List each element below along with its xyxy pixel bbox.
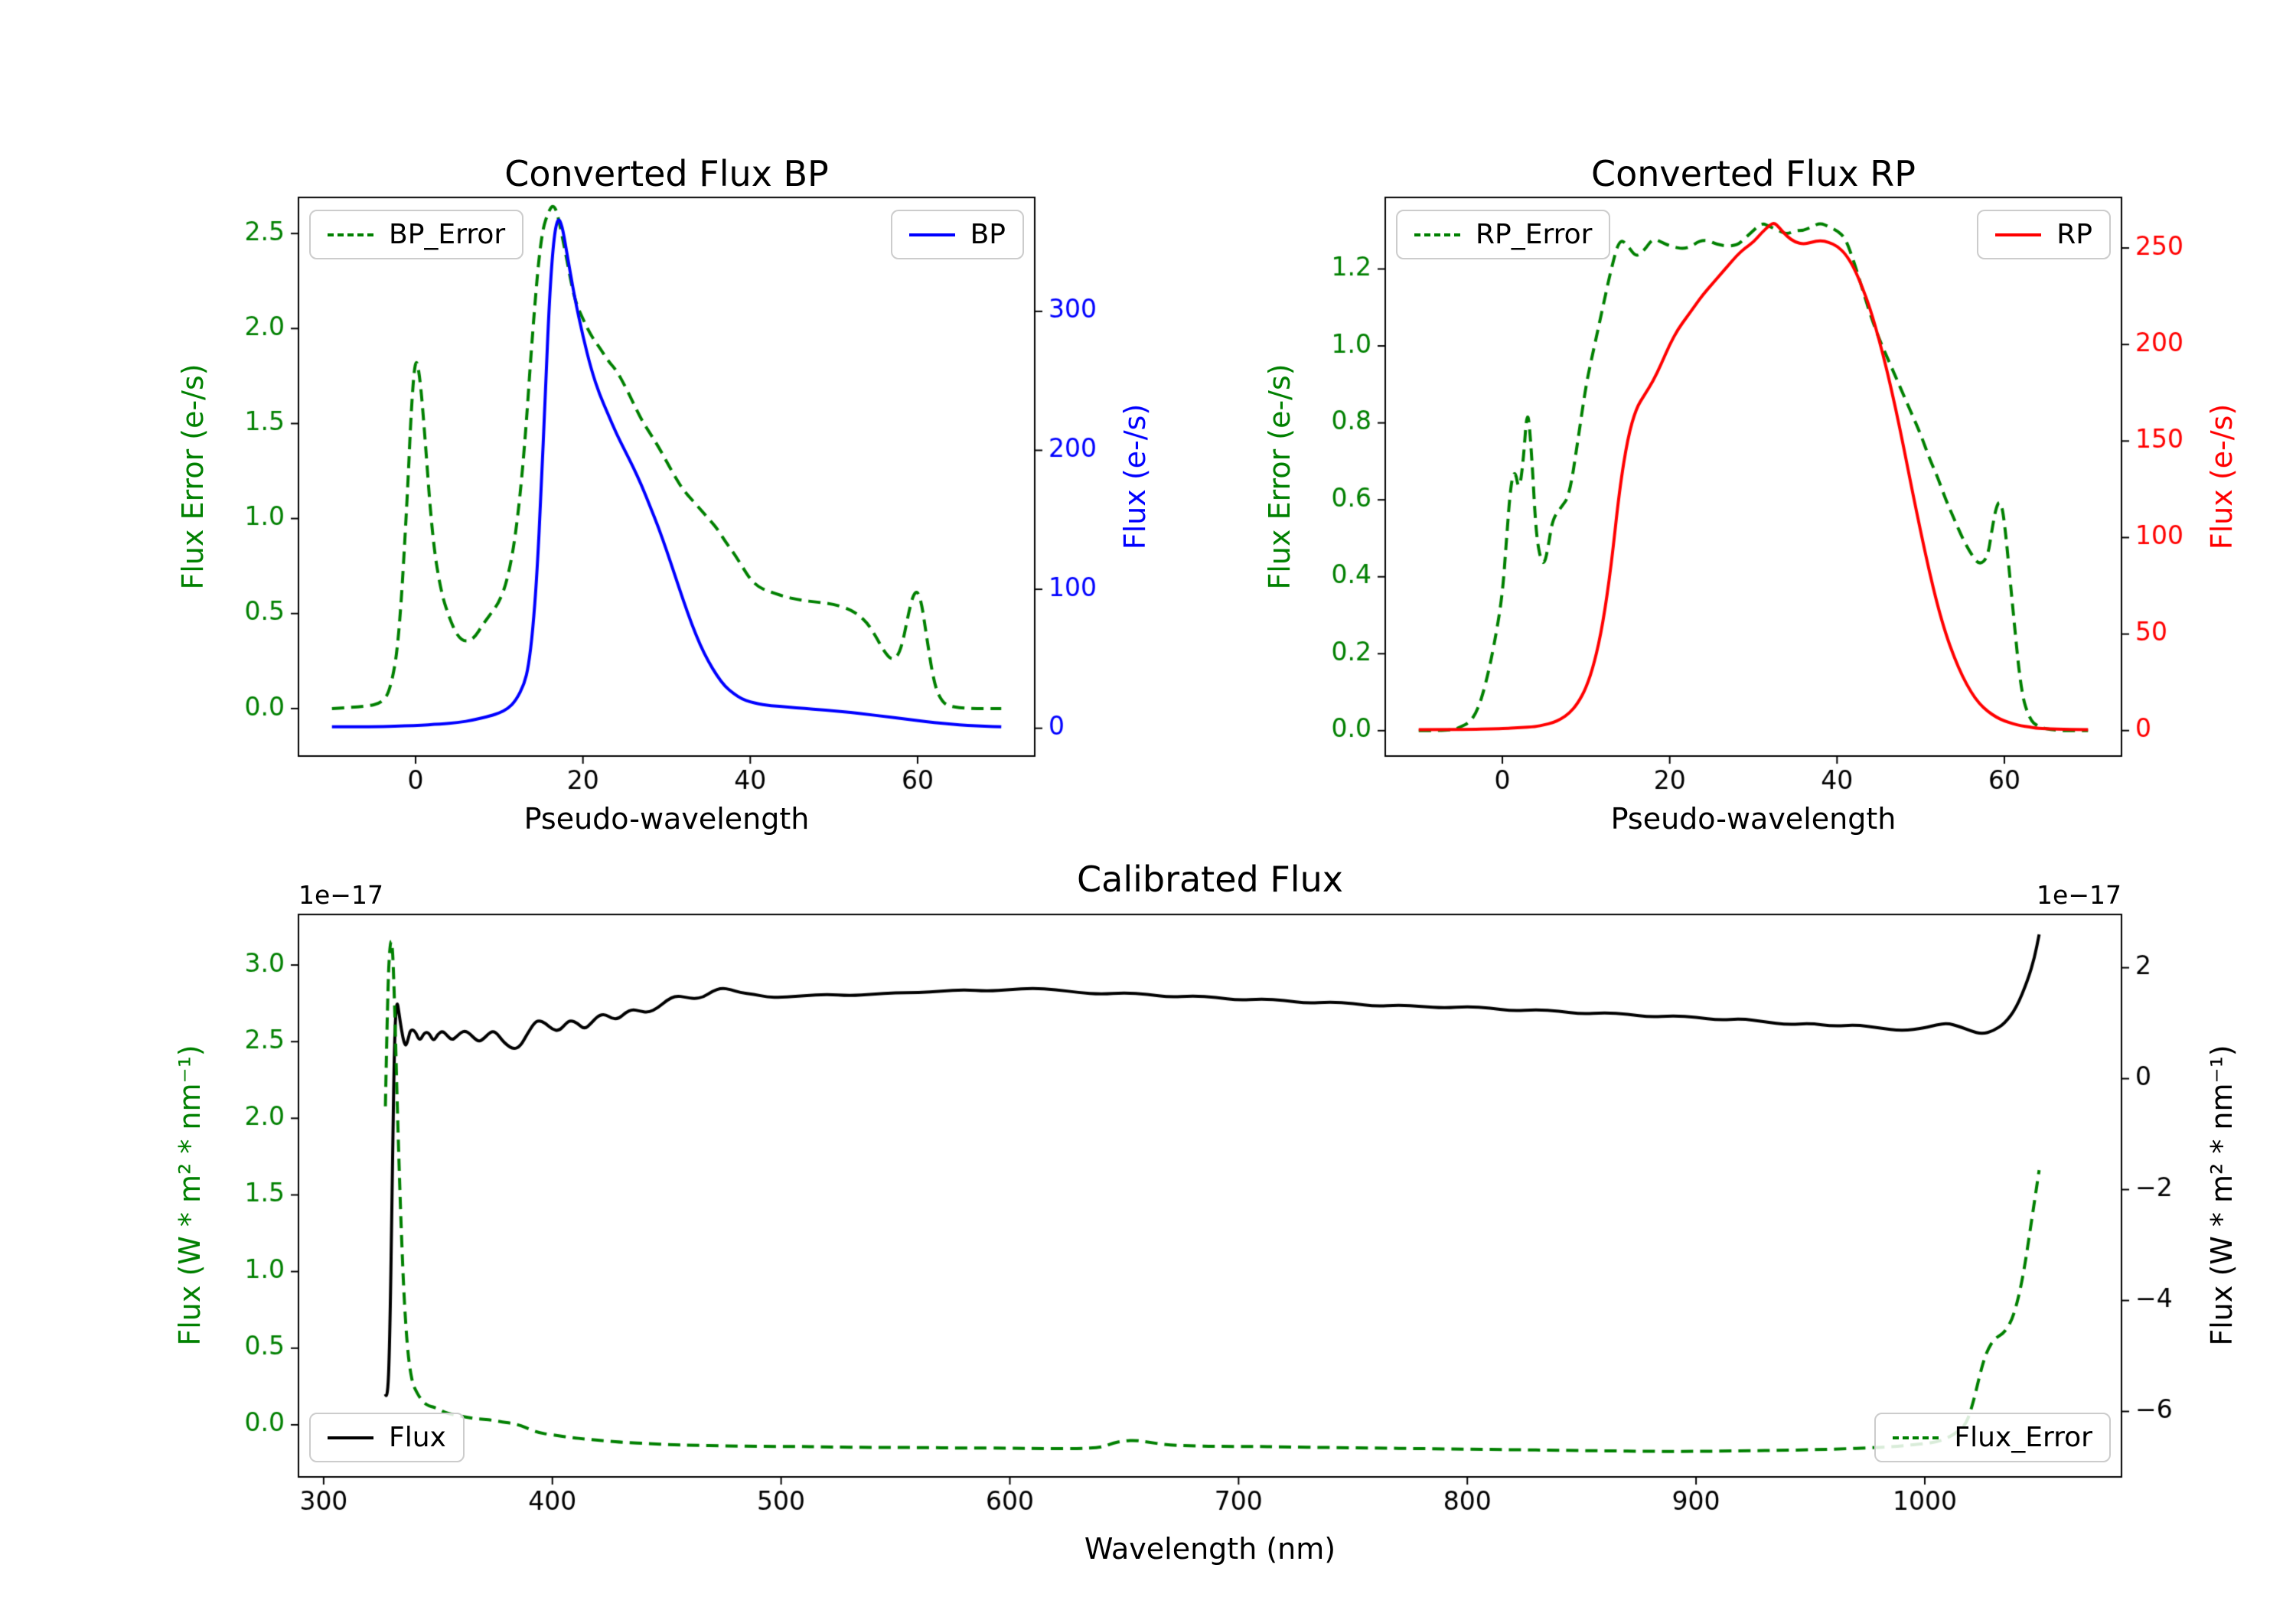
- legend-rp-error-line-sample: [1414, 233, 1460, 236]
- legend-flux-error-line-sample: [1893, 1436, 1939, 1439]
- legend-flux-error: Flux_Error: [1874, 1413, 2111, 1462]
- legend-bp: BP: [890, 210, 1024, 259]
- legend-rp-error-label: RP_Error: [1476, 219, 1593, 250]
- chart-calibrated-offset-right: 1e−17: [2037, 880, 2122, 910]
- chart-calibrated-title: Calibrated Flux: [1077, 859, 1343, 900]
- legend-rp-error: RP_Error: [1396, 210, 1611, 259]
- chart-calibrated-ylabel-left: Flux (W * m² * nm⁻¹): [173, 1045, 207, 1346]
- legend-flux-line-sample: [328, 1436, 373, 1439]
- legend-rp-line-sample: [1995, 233, 2042, 236]
- chart-rp-title: Converted Flux RP: [1591, 153, 1916, 194]
- chart-rp-canvas: [1278, 182, 2235, 825]
- legend-bp-error: BP_Error: [309, 210, 524, 259]
- chart-rp-ylabel-right: Flux (e-/s): [2205, 403, 2239, 550]
- chart-rp-ylabel-left: Flux Error (e-/s): [1263, 363, 1296, 590]
- chart-calibrated-offset-left: 1e−17: [298, 880, 383, 910]
- chart-bp-canvas: [191, 182, 1148, 825]
- legend-bp-line-sample: [908, 233, 955, 236]
- legend-bp-error-line-sample: [328, 233, 373, 236]
- chart-rp-xlabel: Pseudo-wavelength: [1610, 802, 1896, 836]
- legend-bp-error-label: BP_Error: [389, 219, 506, 250]
- legend-rp-label: RP: [2056, 219, 2092, 250]
- chart-bp-xlabel: Pseudo-wavelength: [523, 802, 810, 836]
- legend-bp-label: BP: [970, 219, 1006, 250]
- chart-calibrated-xlabel: Wavelength (nm): [1084, 1532, 1336, 1566]
- chart-bp-ylabel-right: Flux (e-/s): [1118, 403, 1152, 550]
- chart-bp-title: Converted Flux BP: [504, 153, 829, 194]
- chart-calibrated-ylabel-right: Flux (W * m² * nm⁻¹): [2205, 1045, 2239, 1346]
- legend-rp: RP: [1977, 210, 2111, 259]
- chart-bp-ylabel-left: Flux Error (e-/s): [176, 363, 210, 590]
- legend-flux-error-label: Flux_Error: [1954, 1422, 2092, 1453]
- legend-flux: Flux: [309, 1413, 465, 1462]
- legend-flux-label: Flux: [389, 1422, 446, 1453]
